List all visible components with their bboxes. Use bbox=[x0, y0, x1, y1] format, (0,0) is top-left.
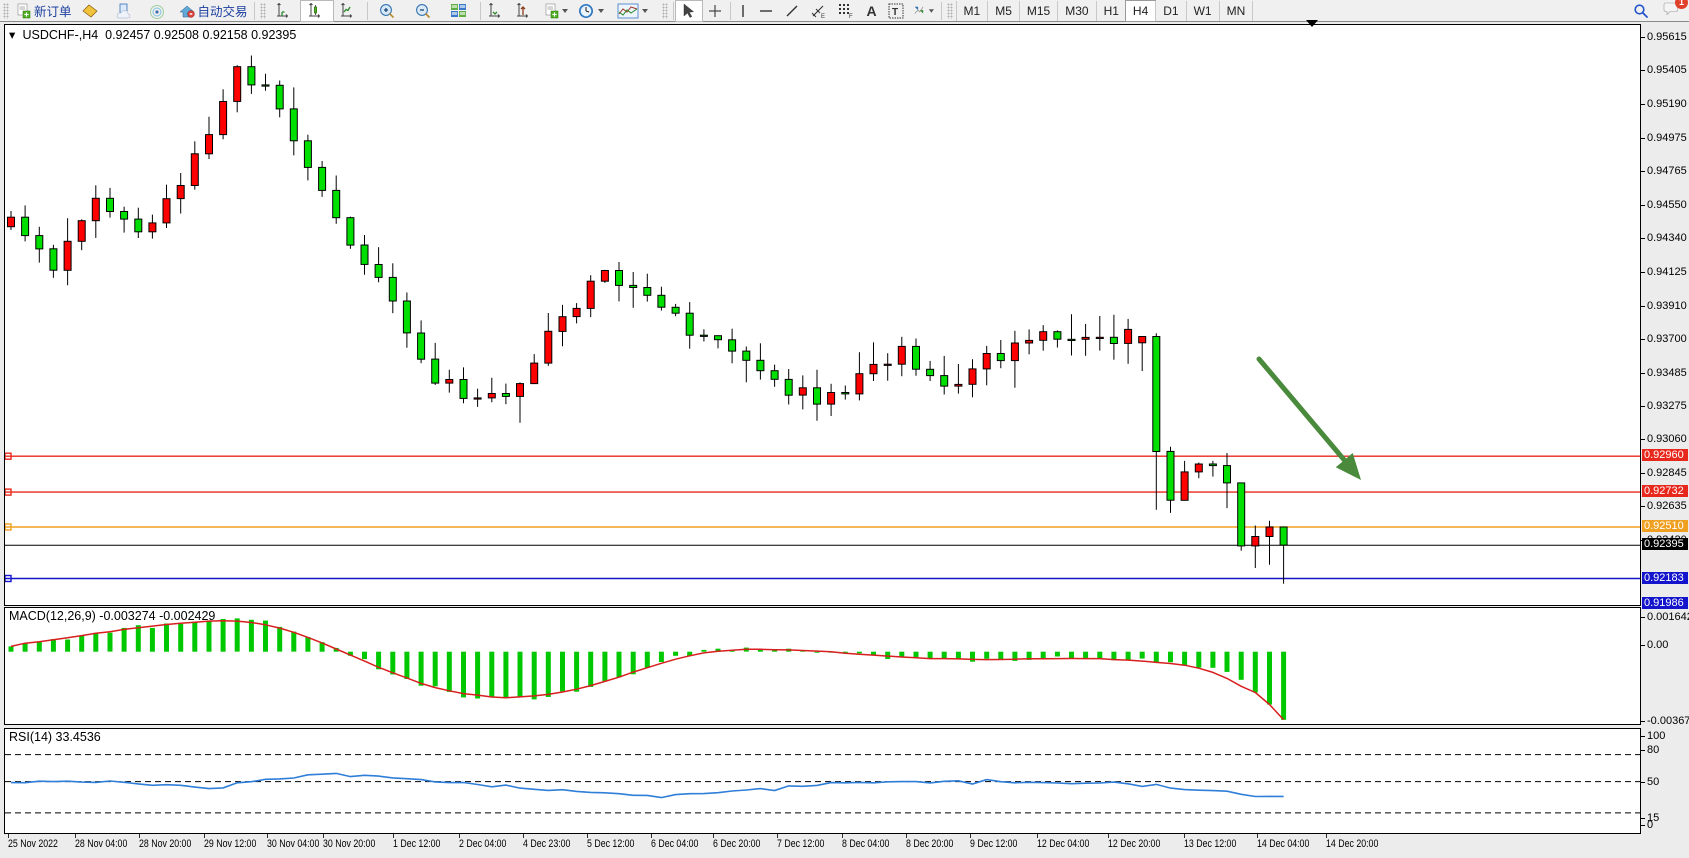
svg-text:T: T bbox=[892, 7, 898, 18]
svg-text:E: E bbox=[821, 14, 825, 19]
svg-text:F: F bbox=[849, 14, 853, 19]
